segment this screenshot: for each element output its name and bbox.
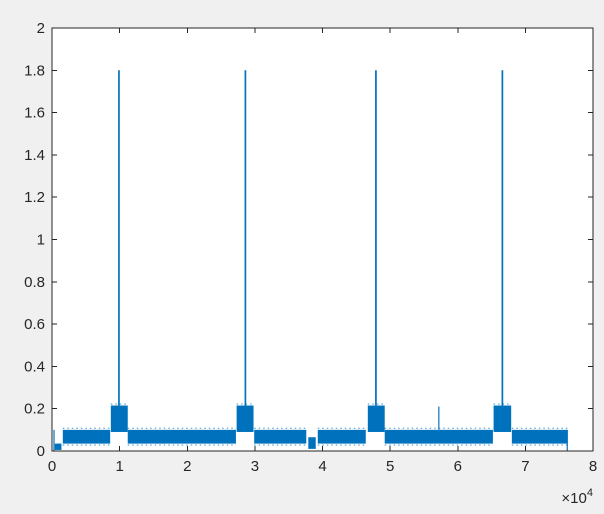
- signal-low-block: [54, 443, 62, 450]
- y-tick-label: 1: [37, 232, 45, 249]
- signal-low-block: [308, 437, 316, 449]
- x-tick-label: 5: [386, 458, 394, 475]
- y-tick-label: 1.6: [24, 105, 45, 122]
- signal-band-segment: [317, 429, 366, 444]
- y-tick-label: 0.6: [24, 316, 45, 333]
- y-tick-label: 1.8: [24, 62, 45, 79]
- signal-band-segment: [511, 429, 568, 444]
- x-tick-label: 4: [318, 458, 326, 475]
- x-tick-label: 0: [48, 458, 56, 475]
- x-tick-label: 2: [183, 458, 191, 475]
- y-tick-label: 2: [37, 20, 45, 37]
- signal-band-segment: [62, 429, 111, 444]
- y-tick-label: 0.4: [24, 358, 45, 375]
- x-tick-label: 7: [521, 458, 529, 475]
- y-tick-label: 0: [37, 443, 45, 460]
- y-tick-label: 1.2: [24, 189, 45, 206]
- plot-area: [52, 28, 593, 451]
- signal-band-segment: [384, 429, 493, 444]
- signal-band-segment: [127, 429, 236, 444]
- x-tick-label: 8: [589, 458, 597, 475]
- x-axis-exponent-label: ×104: [561, 487, 593, 507]
- y-tick-label: 0.2: [24, 401, 45, 418]
- y-tick-label: 1.4: [24, 147, 45, 164]
- y-tick-label: 0.8: [24, 274, 45, 291]
- x-tick-label: 3: [251, 458, 259, 475]
- signal-band-segment: [254, 429, 307, 444]
- x-tick-label: 1: [115, 458, 123, 475]
- x-tick-label: 6: [454, 458, 462, 475]
